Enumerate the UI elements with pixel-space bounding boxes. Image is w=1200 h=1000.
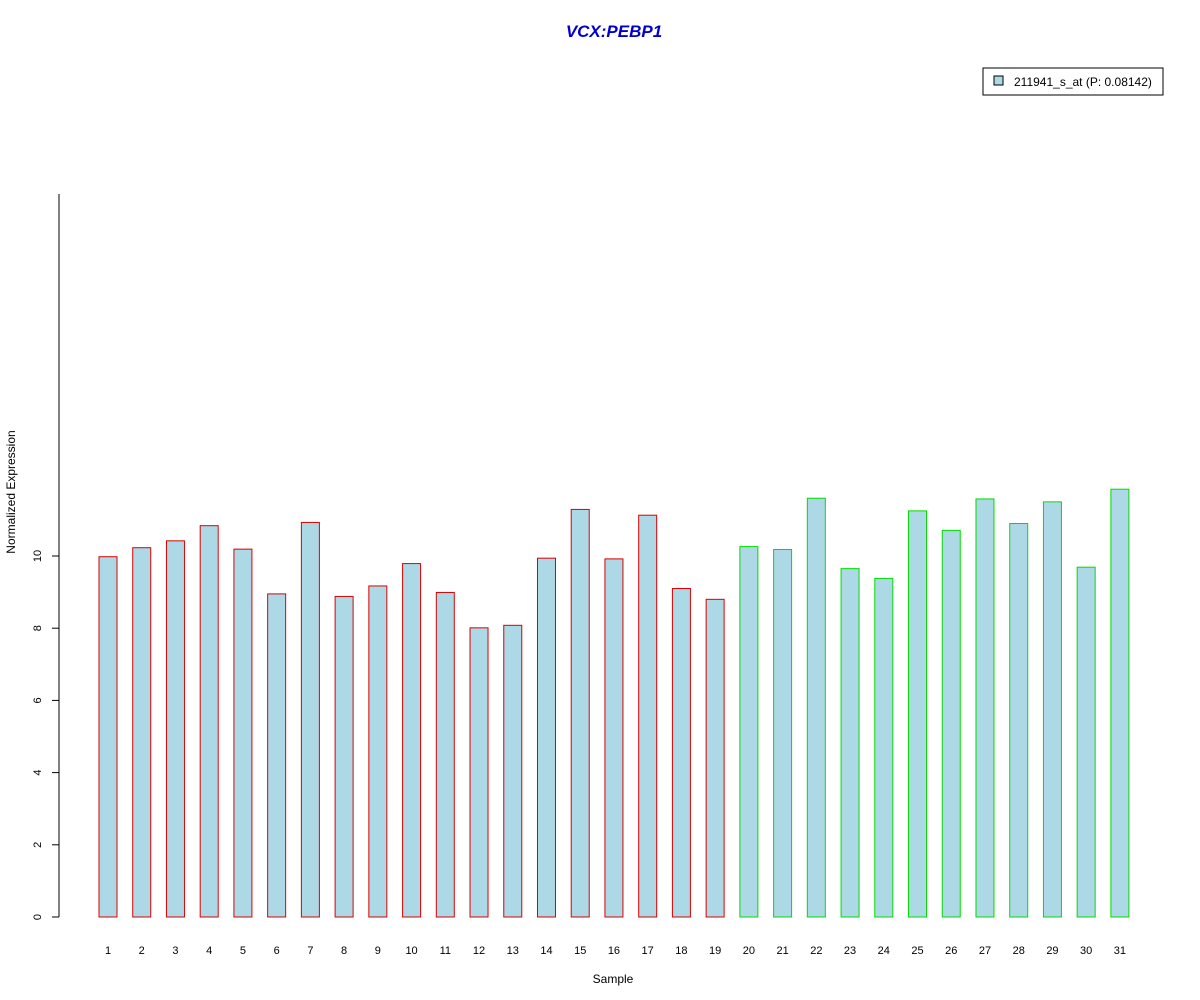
x-tick-label: 10 — [405, 945, 417, 957]
x-tick-label: 2 — [139, 945, 145, 957]
y-tick-label: 6 — [32, 697, 44, 703]
bar-sample-27 — [975, 498, 995, 918]
bar-sample-3 — [165, 540, 185, 918]
bar-sample-10 — [402, 563, 422, 918]
x-tick-label: 22 — [810, 945, 822, 957]
x-tick-label: 13 — [507, 945, 519, 957]
bar-sample-17 — [638, 514, 658, 918]
bar-sample-1 — [98, 556, 118, 918]
x-tick-label: 15 — [574, 945, 586, 957]
bar-sample-9 — [368, 585, 388, 918]
bar-sample-19 — [705, 598, 725, 918]
bar-sample-13 — [503, 624, 523, 918]
x-tick-label: 11 — [440, 945, 451, 957]
x-tick-label: 25 — [911, 945, 923, 957]
legend-box — [982, 67, 1164, 96]
y-tick-labels: 0 2 4 6 8 10 — [32, 550, 59, 920]
bar-sample-28 — [1009, 523, 1029, 918]
bar-sample-18 — [671, 587, 691, 918]
x-tick-labels: 1 2 3 4 5 6 7 8 9 10 11 12 13 14 15 16 17 18 19 20 21 22 23 24 2… — [105, 945, 1126, 957]
bar-sample-14 — [536, 557, 556, 918]
bar-sample-16 — [604, 558, 624, 918]
x-tick-label: 30 — [1080, 945, 1092, 957]
x-axis-label: Sample — [593, 972, 634, 986]
bar-sample-8 — [334, 595, 354, 918]
x-tick-label: 16 — [608, 945, 620, 957]
x-tick-label: 19 — [709, 945, 721, 957]
bar-sample-25 — [908, 510, 928, 918]
x-tick-label: 21 — [776, 945, 788, 957]
bar-sample-7 — [300, 521, 320, 918]
y-tick-label: 8 — [32, 625, 44, 631]
x-tick-label: 31 — [1114, 945, 1126, 957]
y-tick-label: 2 — [32, 842, 44, 848]
y-tick-label: 4 — [32, 770, 44, 776]
bar-sample-6 — [267, 593, 287, 918]
bar-sample-4 — [199, 525, 219, 918]
x-tick-label: 6 — [274, 945, 280, 957]
x-tick-label: 1 — [105, 945, 111, 957]
bar-sample-29 — [1042, 501, 1062, 918]
x-tick-label: 26 — [945, 945, 957, 957]
y-tick-label: 0 — [32, 914, 44, 920]
x-tick-label: 20 — [743, 945, 755, 957]
bar-sample-21 — [773, 549, 793, 918]
legend: 211941_s_at (P: 0.08142) — [982, 67, 1164, 96]
x-tick-label: 4 — [206, 945, 212, 957]
legend-label: 211941_s_at (P: 0.08142) — [1014, 75, 1152, 89]
chart-title: VCX:PEBP1 — [566, 22, 662, 41]
x-tick-label: 18 — [675, 945, 687, 957]
x-tick-label: 5 — [240, 945, 246, 957]
bar-sample-5 — [233, 548, 253, 918]
x-tick-label: 24 — [878, 945, 890, 957]
y-tick-label: 10 — [32, 550, 44, 562]
x-tick-label: 7 — [307, 945, 313, 957]
bar-sample-22 — [806, 497, 826, 918]
bar-sample-26 — [941, 529, 961, 918]
x-tick-label: 9 — [375, 945, 381, 957]
x-tick-label: 12 — [473, 945, 485, 957]
y-axis-label: Normalized Expression — [4, 430, 18, 553]
x-tick-label: 27 — [979, 945, 991, 957]
x-tick-label: 8 — [341, 945, 347, 957]
x-tick-label: 28 — [1013, 945, 1025, 957]
x-tick-label: 29 — [1046, 945, 1058, 957]
bar-sample-24 — [874, 577, 894, 918]
bar-sample-11 — [435, 591, 455, 918]
bar-sample-23 — [840, 568, 860, 918]
bars-group — [98, 488, 1130, 918]
x-tick-label: 3 — [172, 945, 178, 957]
bar-sample-30 — [1076, 566, 1096, 918]
bar-sample-20 — [739, 546, 759, 918]
x-tick-label: 17 — [642, 945, 654, 957]
bar-sample-2 — [132, 547, 152, 918]
x-tick-label: 23 — [844, 945, 856, 957]
bar-sample-31 — [1110, 488, 1130, 918]
bar-sample-12 — [469, 627, 489, 918]
x-tick-label: 14 — [540, 945, 552, 957]
bar-sample-15 — [570, 508, 590, 918]
legend-swatch — [993, 75, 1004, 86]
